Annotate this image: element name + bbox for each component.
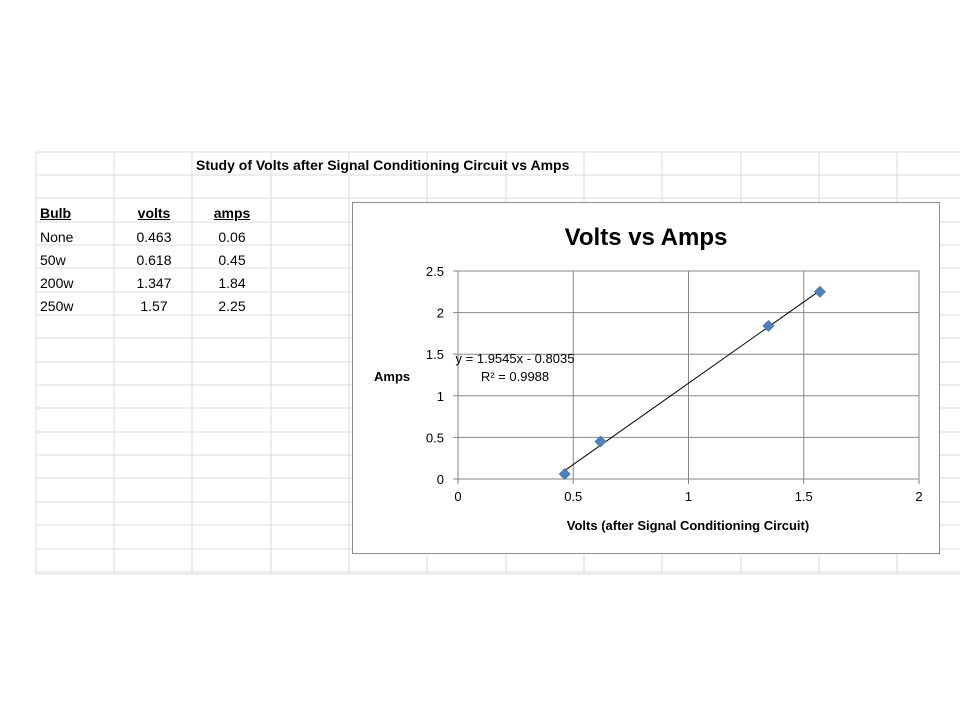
header-bulb[interactable]: Bulb	[40, 205, 72, 221]
header-amps[interactable]: amps	[213, 205, 251, 221]
y-axis-label: Amps	[374, 369, 410, 384]
y-tick-label: 2.5	[426, 264, 444, 279]
data-point[interactable]	[558, 468, 571, 480]
data-points	[558, 285, 826, 480]
y-axis-ticks: 0 0.5 1 1.5 2 2.5	[426, 264, 458, 487]
cell-bulb[interactable]: 200w	[40, 275, 74, 291]
scatter-chart: Volts vs Amps 0 0.5 1 1.5 2 0 0.5 1 1.5 2 2.5 y =…	[374, 224, 923, 533]
cell-amps[interactable]: 1.84	[218, 275, 246, 291]
y-tick-label: 1.5	[426, 347, 444, 362]
chart-title: Volts vs Amps	[565, 224, 728, 251]
cell-amps[interactable]: 0.45	[218, 252, 246, 268]
x-axis-ticks: 0 0.5 1 1.5 2	[454, 479, 923, 504]
cell-bulb[interactable]: None	[40, 229, 74, 245]
chart-object[interactable]: Volts vs Amps 0 0.5 1 1.5 2 0 0.5 1 1.5 2 2.5 y =…	[352, 202, 940, 554]
data-point[interactable]	[813, 285, 826, 298]
data-point[interactable]	[762, 319, 775, 332]
y-tick-label: 1	[437, 389, 444, 404]
trendline-group	[564, 290, 821, 471]
header-volts[interactable]: volts	[137, 205, 171, 221]
cell-volts[interactable]: 0.463	[136, 229, 172, 245]
cell-volts[interactable]: 0.618	[136, 252, 172, 268]
x-axis-label: Volts (after Signal Conditioning Circuit…	[567, 518, 809, 533]
y-tick-label: 0	[437, 472, 444, 487]
y-tick-label: 0.5	[426, 430, 444, 445]
x-tick-label: 1	[685, 489, 692, 504]
trendline-equation: y = 1.9545x - 0.8035	[456, 351, 575, 366]
x-tick-label: 0	[454, 489, 461, 504]
x-tick-label: 0.5	[564, 489, 582, 504]
data-point[interactable]	[594, 435, 607, 448]
cell-bulb[interactable]: 250w	[40, 298, 74, 314]
sheet-title[interactable]: Study of Volts after Signal Conditioning…	[196, 157, 570, 173]
r-squared-label: R² = 0.9988	[481, 369, 549, 384]
y-tick-label: 2	[437, 306, 444, 321]
cell-bulb[interactable]: 50w	[40, 252, 66, 268]
x-tick-label: 2	[915, 489, 922, 504]
cell-volts[interactable]: 1.57	[140, 298, 168, 314]
cell-amps[interactable]: 0.06	[218, 229, 246, 245]
cell-amps[interactable]: 2.25	[218, 298, 246, 314]
x-tick-label: 1.5	[795, 489, 813, 504]
trendline	[564, 290, 821, 471]
cell-volts[interactable]: 1.347	[136, 275, 172, 291]
